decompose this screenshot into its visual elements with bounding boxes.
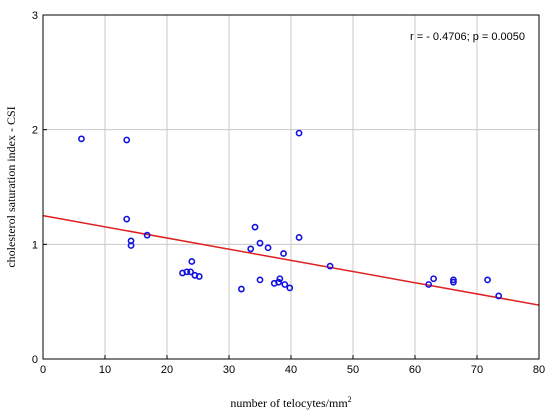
regression-line-group [42, 214, 540, 306]
data-point [484, 276, 491, 284]
data-point [286, 284, 294, 292]
regression-line [42, 214, 540, 306]
data-point [247, 245, 255, 253]
x-tick-label: 40 [285, 364, 297, 376]
data-point [450, 278, 457, 286]
y-tick-label: 2 [32, 125, 38, 137]
data-point [251, 223, 259, 231]
y-tick-label: 0 [32, 354, 38, 366]
x-axis-label-text: number of telocytes/mm [230, 396, 348, 410]
data-point [295, 234, 303, 241]
data-point [183, 268, 191, 276]
x-tick-label: 50 [347, 364, 359, 376]
y-axis-ticks: 0 1 2 3 [32, 10, 47, 366]
x-tick-label: 30 [223, 364, 235, 376]
data-point [425, 281, 433, 288]
data-point [280, 250, 287, 257]
data-point [295, 129, 303, 137]
data-point [256, 276, 264, 284]
x-tick-label: 60 [409, 364, 421, 376]
y-tick-label: 1 [32, 239, 38, 251]
x-axis-ticks: 0 10 20 30 40 50 60 70 80 [40, 355, 545, 376]
data-point [127, 242, 135, 249]
data-point [143, 231, 151, 239]
y-axis-label: cholesterol saturation index - CSI [4, 106, 18, 267]
data-point [256, 239, 264, 247]
data-point [195, 273, 203, 280]
x-tick-label: 20 [161, 364, 173, 376]
data-point [237, 285, 245, 293]
data-point [123, 136, 131, 144]
data-point [188, 258, 196, 265]
data-point [281, 281, 289, 288]
x-axis-label: number of telocytes/mm2 [230, 395, 351, 410]
data-point [450, 276, 457, 284]
x-tick-label: 0 [40, 364, 46, 376]
data-point [78, 135, 85, 143]
data-point [275, 278, 282, 286]
data-point [495, 292, 503, 300]
data-point [326, 262, 334, 270]
data-point [264, 244, 272, 252]
data-point [276, 275, 284, 283]
x-tick-label: 70 [471, 364, 483, 376]
data-point [187, 268, 194, 276]
y-tick-label: 3 [32, 10, 38, 22]
data-point [123, 215, 131, 223]
x-tick-label: 80 [533, 364, 545, 376]
data-point [430, 275, 437, 283]
x-axis-label-superscript: 2 [348, 395, 352, 404]
data-points [78, 129, 503, 300]
correlation-annotation: r = - 0.4706; p = 0.0050 [410, 31, 525, 43]
x-tick-label: 10 [99, 364, 111, 376]
